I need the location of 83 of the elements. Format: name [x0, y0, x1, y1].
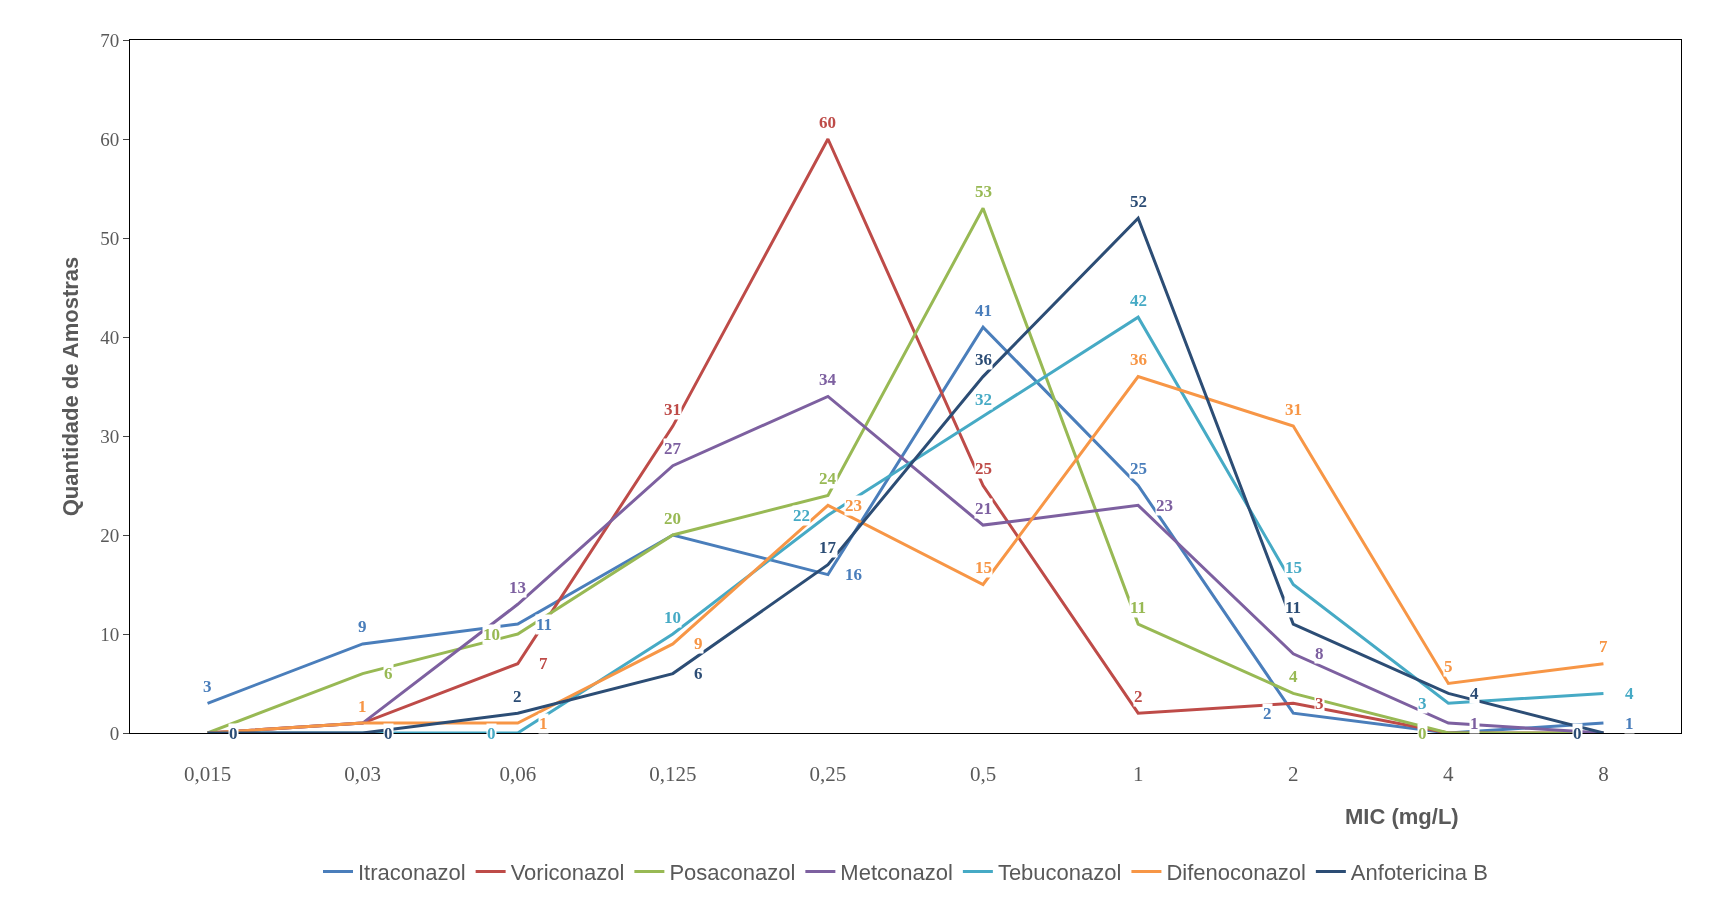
data-label: 5	[1444, 657, 1453, 676]
data-label: 10	[664, 608, 681, 627]
data-label: 1	[539, 714, 548, 733]
legend-label: Difenoconazol	[1166, 860, 1306, 886]
data-label: 3	[1315, 694, 1324, 713]
data-label: 1	[1625, 714, 1634, 733]
data-label: 27	[664, 439, 682, 458]
data-label: 8	[1315, 644, 1324, 663]
y-tick-label: 40	[100, 326, 120, 348]
data-label: 0	[487, 724, 496, 743]
data-label: 22	[793, 506, 810, 525]
data-label: 7	[1599, 637, 1608, 656]
legend-label: Itraconazol	[358, 860, 466, 886]
x-tick-label: 0,015	[183, 762, 232, 787]
data-label: 21	[975, 499, 992, 518]
data-label: 25	[1130, 459, 1147, 478]
data-label: 1	[1470, 714, 1479, 733]
data-label: 3	[1418, 694, 1427, 713]
data-label: 1	[358, 697, 367, 716]
data-label: 11	[1285, 598, 1302, 617]
legend-label: Anfotericina B	[1350, 860, 1488, 886]
data-label: 42	[1130, 291, 1147, 310]
legend-label: Tebuconazol	[997, 860, 1122, 886]
data-label: 20	[664, 509, 681, 528]
data-label: 0	[1573, 724, 1582, 743]
data-label: 24	[819, 469, 837, 488]
x-tick-label: 1	[1132, 762, 1144, 787]
legend-label: Voriconazol	[510, 860, 625, 886]
data-label: 13	[509, 578, 526, 597]
data-label: 53	[975, 182, 992, 201]
legend-label: Posaconazol	[669, 860, 796, 886]
data-label: 4	[1625, 684, 1634, 703]
data-label: 52	[1130, 192, 1147, 211]
data-label: 6	[384, 664, 393, 683]
data-label: 9	[694, 634, 703, 653]
data-label: 10	[483, 625, 500, 644]
data-label: 2	[1263, 704, 1272, 723]
x-tick-label: 0,06	[499, 762, 537, 787]
x-tick-label: 0,03	[344, 762, 382, 787]
data-label: 41	[975, 301, 992, 320]
data-label: 2	[1134, 687, 1143, 706]
data-label: 0	[384, 724, 393, 743]
data-label: 23	[845, 496, 862, 515]
x-tick-label: 0,25	[809, 762, 847, 787]
data-label: 25	[975, 459, 992, 478]
x-axis-title: MIC (mg/L)	[1345, 804, 1459, 829]
x-tick-label: 4	[1443, 762, 1455, 787]
x-tick-label: 2	[1288, 762, 1299, 787]
data-label: 17	[819, 538, 837, 557]
data-label: 9	[358, 617, 367, 636]
y-tick-label: 0	[109, 722, 120, 744]
x-tick-label: 8	[1598, 762, 1609, 787]
x-tick-label: 0,5	[969, 762, 997, 787]
y-tick-label: 20	[100, 524, 120, 546]
data-label: 4	[1470, 684, 1479, 703]
y-tick-label: 50	[100, 227, 120, 249]
data-label: 3	[203, 677, 212, 696]
data-label: 6	[694, 664, 703, 683]
y-tick-label: 70	[100, 29, 120, 51]
data-label: 0	[1418, 724, 1427, 743]
data-label: 31	[1285, 400, 1302, 419]
y-axis-title: Quantidade de Amostras	[58, 256, 83, 517]
x-tick-label: 0,125	[649, 762, 697, 787]
y-tick-label: 30	[100, 425, 120, 447]
data-label: 36	[975, 350, 992, 369]
data-label: 36	[1130, 350, 1147, 369]
data-label: 31	[664, 400, 681, 419]
data-label: 15	[975, 558, 992, 577]
data-label: 0	[229, 724, 238, 743]
data-label: 15	[1285, 558, 1302, 577]
data-label: 7	[539, 654, 548, 673]
data-label: 16	[845, 565, 862, 584]
data-label: 60	[819, 113, 836, 132]
data-label: 2	[513, 687, 522, 706]
y-tick-label: 60	[100, 128, 120, 150]
legend-label: Metconazol	[840, 860, 953, 886]
y-tick-label: 10	[100, 623, 120, 645]
data-label: 23	[1156, 496, 1173, 515]
data-label: 32	[975, 390, 992, 409]
data-label: 34	[819, 370, 837, 389]
data-label: 11	[1130, 598, 1147, 617]
data-label: 11	[536, 615, 553, 634]
data-label: 4	[1289, 667, 1298, 686]
